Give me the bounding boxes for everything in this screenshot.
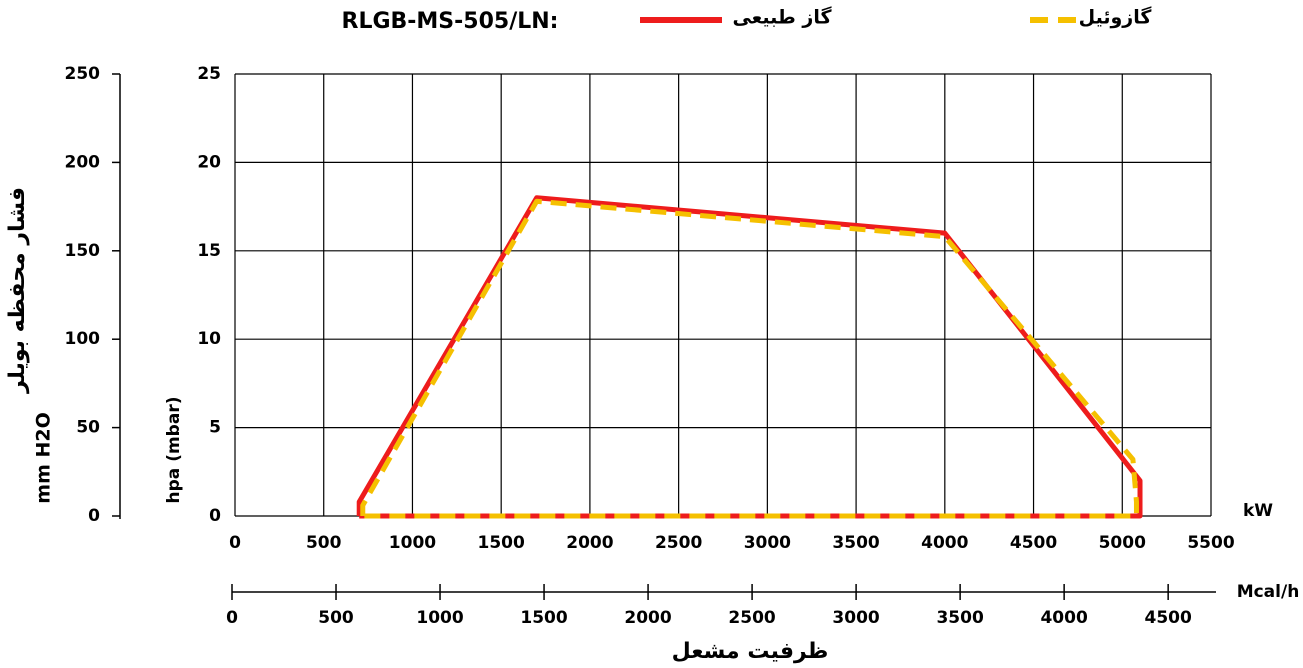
y2-tick-label: 0 [88,506,100,526]
x-tick-label: 4000 [921,533,968,553]
x-tick-label: 500 [306,533,342,553]
legend-label: گازوئیل [1079,6,1153,29]
y-tick-label: 0 [209,506,221,526]
y2-tick-label: 50 [76,418,100,438]
x2-tick-label: 4500 [1144,608,1191,628]
y2-tick-label: 250 [65,64,101,84]
x-axis-unit: kW [1243,501,1273,521]
x2-tick-label: 1500 [520,608,567,628]
y2-tick-label: 150 [65,241,101,261]
series-line [356,195,1143,519]
x-tick-label: 2000 [566,533,613,553]
x-tick-label: 3500 [832,533,879,553]
y2-tick-label: 100 [65,329,101,349]
series-line [360,198,1139,519]
x2-tick-label: 3000 [832,608,879,628]
y-tick-label: 20 [197,152,221,172]
y2-axis-title: فشار محفظه بویلر [5,187,30,394]
x-tick-label: 3000 [744,533,791,553]
x-tick-label: 2500 [655,533,702,553]
x-tick-label: 0 [229,533,241,553]
x-axis-title: ظرفیت مشعل [672,639,829,664]
y-tick-label: 10 [197,329,221,349]
x-tick-label: 1500 [478,533,525,553]
x2-tick-label: 500 [318,608,354,628]
y-axis-label: hpa (mbar) [164,397,184,504]
x2-tick-label: 2500 [728,608,775,628]
y2-axis-label: mm H2O [33,412,55,503]
x2-axis-unit: Mcal/h [1237,582,1300,602]
x-tick-label: 5000 [1099,533,1146,553]
y2-tick-label: 200 [65,152,101,172]
legend-label: گاز طبیعی [732,6,832,29]
y-tick-label: 5 [209,418,221,438]
x2-tick-label: 2000 [624,608,671,628]
chart-title: RLGB-MS-505/LN: [342,9,559,34]
y-tick-label: 25 [197,64,221,84]
x-tick-label: 4500 [1010,533,1057,553]
y-tick-label: 15 [197,241,221,261]
x2-tick-label: 0 [226,608,238,628]
x-tick-label: 1000 [389,533,436,553]
x2-tick-label: 4000 [1040,608,1087,628]
x-tick-label: 5500 [1187,533,1234,553]
x2-tick-label: 1000 [416,608,463,628]
x2-tick-label: 3500 [936,608,983,628]
